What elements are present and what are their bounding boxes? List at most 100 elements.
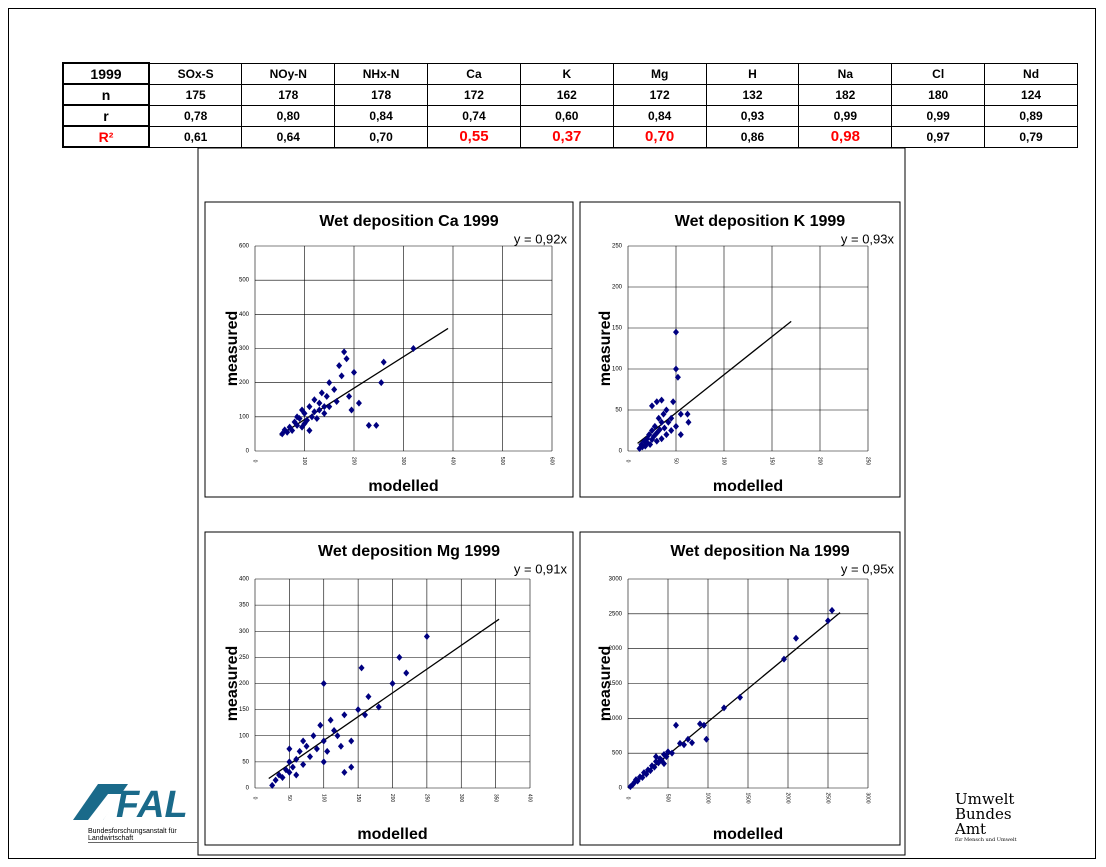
data-point xyxy=(721,704,727,712)
data-point xyxy=(669,749,675,757)
chart-box xyxy=(579,531,901,846)
x-tick-label: 0 xyxy=(252,460,258,463)
data-point xyxy=(673,721,679,729)
chart-title: Wet deposition K 1999 xyxy=(675,213,846,230)
y-tick-label: 100 xyxy=(239,414,250,420)
y-tick-label: 50 xyxy=(242,759,249,765)
table-cell: 180 xyxy=(891,83,986,106)
data-point xyxy=(286,768,293,776)
x-tick-label: 250 xyxy=(424,794,430,803)
data-point xyxy=(673,328,679,336)
y-tick-label: 0 xyxy=(619,786,623,792)
trendline xyxy=(268,618,500,780)
table-cell: SOx-S xyxy=(148,62,243,85)
data-point xyxy=(651,763,658,771)
data-point xyxy=(351,368,357,376)
data-point xyxy=(317,721,324,729)
y-tick-label: 200 xyxy=(612,285,623,291)
table-row: R² 0,61 0,64 0,70 0,55 0,37 0,70 0,86 0,98 0,97 0,… xyxy=(62,125,1078,148)
data-point xyxy=(269,781,276,789)
data-point xyxy=(313,415,320,423)
statistics-table: 1999 SOx-S NOy-N NHx-N Ca K Mg H Na Cl Nd n 175 178 17… xyxy=(62,62,1078,148)
data-point xyxy=(299,406,306,414)
y-axis-label: measured xyxy=(224,646,241,722)
table-cell: 0,98 xyxy=(798,125,893,148)
row-label: 1999 xyxy=(62,62,150,85)
data-point xyxy=(793,634,799,642)
data-point xyxy=(334,732,341,740)
x-tick-label: 100 xyxy=(301,457,307,466)
y-tick-label: 3000 xyxy=(609,577,623,583)
y-tick-label: 2000 xyxy=(609,646,623,652)
table-cell: 0,79 xyxy=(984,125,1078,148)
x-tick-label: 350 xyxy=(492,794,498,803)
data-point xyxy=(656,426,663,434)
trendline-label: y = 0,95x xyxy=(841,561,895,576)
x-tick-label: 400 xyxy=(450,457,456,466)
x-tick-label: 0 xyxy=(625,797,631,800)
data-point xyxy=(649,402,655,410)
row-label: R² xyxy=(62,125,150,148)
y-tick-label: 250 xyxy=(239,655,250,661)
data-point xyxy=(321,403,328,411)
chart-frame xyxy=(197,147,906,856)
data-point xyxy=(289,763,296,771)
data-point xyxy=(655,414,662,422)
x-tick-label: 50 xyxy=(286,795,292,801)
data-point xyxy=(375,703,382,711)
y-tick-label: 150 xyxy=(239,707,250,713)
y-tick-label: 500 xyxy=(239,278,250,284)
data-point xyxy=(331,386,338,393)
data-point xyxy=(348,737,355,745)
data-point xyxy=(673,422,679,430)
data-point xyxy=(303,742,310,750)
data-point xyxy=(658,396,665,404)
data-point xyxy=(674,373,681,381)
data-point xyxy=(348,763,355,771)
fal-swoosh xyxy=(73,784,128,820)
data-point xyxy=(303,416,310,424)
y-tick-label: 100 xyxy=(239,733,250,739)
data-point xyxy=(703,735,710,743)
data-point xyxy=(673,365,679,373)
y-tick-label: 0 xyxy=(246,449,250,455)
data-point xyxy=(665,418,672,426)
y-tick-label: 400 xyxy=(239,577,250,583)
x-tick-label: 200 xyxy=(817,457,823,466)
y-tick-label: 2500 xyxy=(609,611,623,617)
data-point xyxy=(327,716,334,724)
row-label: n xyxy=(62,83,150,106)
fal-text: FAL xyxy=(116,784,188,826)
data-point xyxy=(311,408,318,416)
table-cell: 0,37 xyxy=(519,125,614,148)
data-point xyxy=(685,735,691,743)
data-point xyxy=(663,431,670,439)
data-point xyxy=(316,406,323,414)
data-point xyxy=(829,606,835,614)
data-point xyxy=(684,410,691,418)
y-tick-label: 350 xyxy=(239,603,250,609)
data-point xyxy=(396,653,403,661)
table-cell: 0,99 xyxy=(891,104,986,127)
trendline-label: y = 0,93x xyxy=(841,231,895,246)
table-row: r 0,78 0,80 0,84 0,74 0,60 0,84 0,93 0,99 0,99 0,8… xyxy=(62,104,1078,127)
data-point xyxy=(341,768,348,776)
data-point xyxy=(668,427,675,434)
x-tick-label: 100 xyxy=(320,794,326,803)
table-row: n 175 178 178 172 162 172 132 182 180 124 xyxy=(62,83,1078,106)
y-tick-label: 500 xyxy=(612,751,623,757)
x-tick-label: 1000 xyxy=(705,792,711,803)
data-point xyxy=(661,760,667,768)
y-tick-label: 300 xyxy=(239,346,250,352)
y-tick-label: 400 xyxy=(239,312,250,318)
chart-box xyxy=(204,201,574,498)
data-point xyxy=(320,737,327,745)
data-point xyxy=(300,737,307,745)
data-point xyxy=(365,693,372,701)
data-point xyxy=(316,399,323,407)
x-tick-label: 2500 xyxy=(825,792,831,803)
fal-logo: FAL Bundesforschungsanstalt für Landwirt… xyxy=(68,782,198,843)
data-point xyxy=(677,431,684,439)
x-tick-label: 400 xyxy=(527,794,533,803)
data-point xyxy=(781,655,787,663)
